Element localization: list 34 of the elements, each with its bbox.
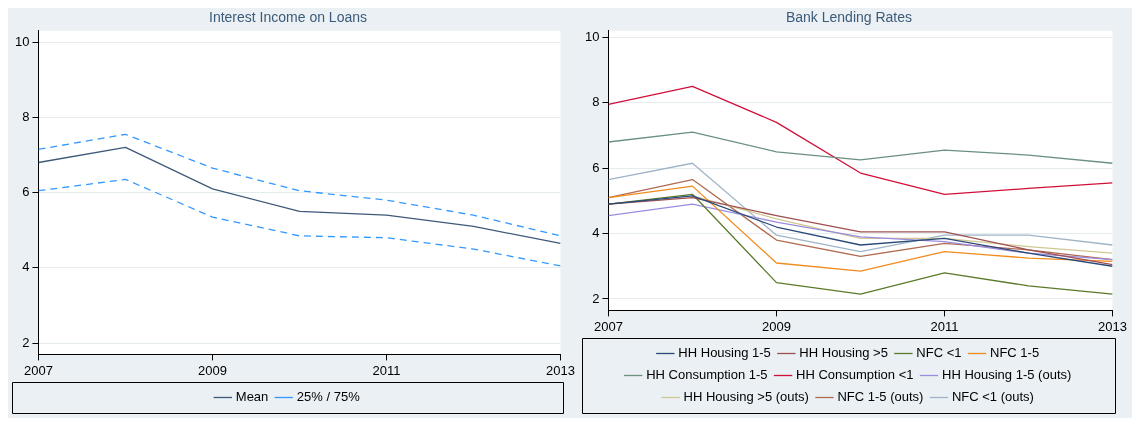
y-tick-label: 6: [22, 184, 30, 200]
y-tick-label: 6: [592, 159, 600, 175]
legend-label: Mean: [235, 389, 269, 405]
y-tick-label: 2: [22, 334, 30, 350]
x-tick-label: 2009: [762, 318, 791, 334]
legend-label: NFC 1-5: [990, 345, 1040, 361]
legend-label: HH Housing >5 (outs): [683, 389, 809, 405]
y-tick-label: 8: [22, 108, 30, 124]
x-tick-label: 2009: [198, 362, 227, 378]
chart-title: Bank Lending Rates: [785, 9, 913, 26]
x-tick-label: 2013: [1098, 318, 1127, 334]
y-tick-label: 10: [14, 33, 30, 49]
y-tick-label: 4: [22, 259, 30, 275]
line-series: [38, 178, 561, 267]
y-tick-label: 10: [584, 28, 600, 44]
legend-label: NFC <1: [916, 345, 962, 361]
legend-label: HH Housing 1-5: [678, 345, 771, 361]
y-tick-label: 4: [592, 225, 600, 241]
x-tick-label: 2011: [930, 318, 959, 334]
legend-label: 25% / 75%: [296, 389, 361, 405]
y-tick-label: 8: [592, 94, 600, 110]
legend-label: HH Housing >5: [799, 345, 888, 361]
y-tick-label: 2: [592, 290, 600, 306]
x-tick-label: 2011: [372, 362, 401, 378]
legend-label: HH Housing 1-5 (outs): [941, 367, 1072, 383]
x-tick-label: 2007: [24, 362, 53, 378]
legend-label: NFC <1 (outs): [951, 389, 1034, 405]
line-series: [38, 133, 561, 237]
x-tick-label: 2013: [546, 362, 575, 378]
legend-label: HH Consumption <1: [796, 367, 914, 383]
legend-label: NFC 1-5 (outs): [837, 389, 924, 405]
chart-title: Interest Income on Loans: [209, 9, 367, 26]
legend-label: HH Consumption 1-5: [646, 367, 768, 383]
x-tick-label: 2007: [594, 318, 623, 334]
